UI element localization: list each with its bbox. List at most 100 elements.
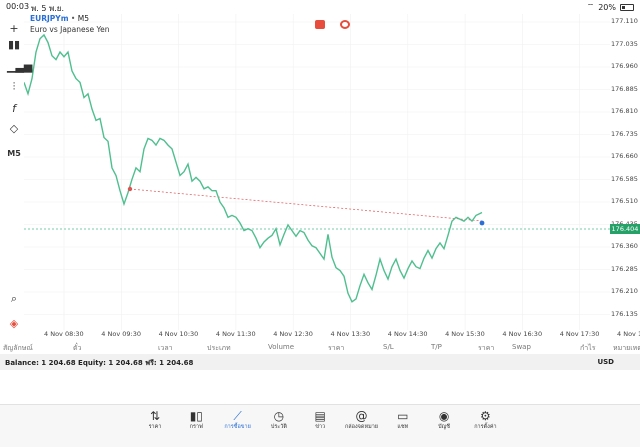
battery-icon [620, 3, 634, 11]
time-tick-label: 4 Nov 11:30 [215, 330, 256, 338]
status-right: ⌔ 20% [587, 2, 634, 12]
price-tick-label: 177.035 [611, 39, 638, 48]
candles-icon[interactable]: ▮▮ [7, 38, 21, 51]
table-column-header[interactable]: Volume [268, 343, 295, 351]
time-tick-label: 4 Nov 15:30 [445, 330, 485, 338]
trendline-end-point[interactable] [479, 220, 485, 226]
function-icon[interactable]: f [12, 102, 16, 115]
table-column-header[interactable]: ตั๋ว [73, 344, 82, 352]
table-column-header[interactable]: T/P [431, 343, 442, 351]
price-tick-label: 176.435 [611, 220, 638, 228]
bottom-navigation: ⇅ ราคา ▮▯ กราฟ ⟋ การซื้อขาย ◷ ประวัติ ▤ ข่าว @ กล่อ… [0, 404, 640, 447]
status-bar: 00:03 พ. 5 พ.ย. ⌔ 20% [0, 0, 640, 14]
trendline-start-point[interactable] [127, 186, 133, 192]
nav-accounts[interactable]: ◉ บัญชี [426, 409, 462, 431]
table-column-header[interactable]: S/L [383, 343, 394, 351]
nav-quotes[interactable]: ⇅ ราคา [137, 409, 173, 431]
price-chart[interactable] [24, 14, 610, 330]
status-time: 00:03 [6, 2, 30, 11]
table-column-header[interactable]: กำไร [580, 344, 596, 352]
time-tick-label: 4 Nov 12:30 [273, 330, 313, 338]
time-tick-label: 4 Nov 18:30 [617, 330, 640, 338]
time-tick-label: 4 Nov 14:30 [387, 330, 428, 338]
price-tick-label: 176.885 [611, 84, 638, 93]
account-currency: USD [597, 358, 614, 366]
trade-icon: ⟋ [233, 409, 242, 423]
symbol-name: EURJPYm [30, 14, 69, 23]
price-tick-label: 176.585 [611, 174, 638, 183]
mailbox-icon: @ [355, 409, 368, 423]
price-tick-label: 176.135 [611, 309, 638, 318]
indicators-icon[interactable]: ▁▃▅ [7, 60, 33, 73]
battery-percent: 20% [598, 2, 616, 12]
wifi-icon: ⌔ [586, 2, 595, 11]
price-tick-label: 176.810 [611, 107, 638, 115]
table-column-header[interactable]: สัญลักษณ์ [3, 344, 33, 352]
chart-grid [24, 14, 610, 330]
symbol-description: Euro vs Japanese Yen [30, 25, 110, 34]
table-column-header[interactable]: เวลา [158, 344, 173, 352]
settings-icon: ⚙ [480, 409, 491, 423]
chat-icon: ▭ [397, 409, 409, 423]
table-column-header[interactable]: Swap [512, 343, 531, 351]
nav-label: ข่าว [315, 424, 326, 430]
nav-history[interactable]: ◷ ประวัติ [261, 409, 297, 431]
signal-icon[interactable] [340, 20, 350, 29]
time-tick-label: 4 Nov 17:30 [559, 330, 600, 338]
nav-label: กล่องจดหมาย [344, 424, 379, 430]
nav-label: ประวัติ [270, 424, 287, 430]
current-price-label: 176.404 [610, 224, 640, 234]
account-summary-bar: Balance: 1 204.68 Equity: 1 204.68 ฟรี: … [0, 354, 640, 370]
zoom-icon[interactable]: ⌕ [10, 292, 18, 305]
price-tick-label: 176.210 [611, 287, 638, 295]
nav-trade[interactable]: ⟋ การซื้อขาย [220, 409, 256, 431]
nav-label: การซื้อขาย [224, 424, 251, 430]
price-tick-label: 177.110 [611, 17, 638, 25]
one-click-trading-icon[interactable] [315, 20, 325, 29]
price-tick-label: 176.285 [611, 264, 638, 273]
status-date: พ. 5 พ.ย. [31, 4, 65, 13]
nav-news[interactable]: ▤ ข่าว [302, 409, 338, 431]
news-icon: ▤ [314, 409, 326, 423]
quotes-icon: ⇅ [149, 409, 161, 423]
adjust-icon[interactable]: ⫶ [12, 80, 16, 93]
trade-table-header: สัญลักษณ์ ตั๋ว เวลา ประเภท Volume ราคา S/L T/P ร… [0, 341, 640, 353]
history-icon: ◷ [273, 409, 285, 423]
crosshair-icon[interactable]: + [9, 22, 19, 35]
price-tick-label: 176.510 [611, 197, 638, 205]
timeframe-button[interactable]: M5 [7, 149, 21, 158]
time-axis: 4 Nov 08:30 4 Nov 09:30 4 Nov 10:30 4 Nov 1… [24, 330, 640, 340]
time-tick-label: 4 Nov 09:30 [101, 330, 141, 338]
nav-label: การตั้งค่า [474, 424, 497, 430]
price-tick-label: 176.660 [611, 152, 638, 160]
nav-label: แชท [397, 424, 409, 430]
price-axis: 177.110 177.035 176.960 176.885 176.810 176.7… [611, 14, 640, 330]
charts-icon: ▮▯ [189, 409, 203, 423]
accounts-icon: ◉ [438, 409, 450, 423]
price-tick-label: 176.960 [611, 62, 638, 70]
table-column-header[interactable]: ราคา [478, 344, 495, 352]
balance-summary: Balance: 1 204.68 Equity: 1 204.68 ฟรี: … [5, 359, 194, 367]
price-line [24, 33, 483, 303]
mt5-logo-icon[interactable]: ◈ [9, 317, 19, 330]
table-column-header[interactable]: ราคา [328, 344, 345, 352]
symbol-timeframe: M5 [77, 14, 89, 23]
chart-symbol-label: EURJPYm • M5 Euro vs Japanese Yen [30, 14, 110, 34]
nav-settings[interactable]: ⚙ การตั้งค่า [467, 409, 503, 431]
price-tick-label: 176.735 [611, 129, 638, 138]
trendline [129, 188, 483, 222]
time-tick-label: 4 Nov 08:30 [44, 330, 84, 338]
nav-label: บัญชี [438, 424, 451, 430]
table-column-header[interactable]: หมายเหตุ [613, 344, 640, 352]
time-tick-label: 4 Nov 16:30 [502, 330, 543, 338]
nav-label: กราฟ [189, 424, 203, 430]
nav-mailbox[interactable]: @ กล่องจดหมาย [344, 409, 380, 431]
time-tick-label: 4 Nov 13:30 [330, 330, 371, 338]
table-column-header[interactable]: ประเภท [207, 344, 231, 352]
time-tick-label: 4 Nov 10:30 [158, 330, 199, 338]
nav-charts[interactable]: ▮▯ กราฟ [178, 409, 214, 431]
objects-icon[interactable]: ◇ [9, 122, 19, 135]
nav-chat[interactable]: ▭ แชท [385, 409, 421, 431]
price-tick-label: 176.360 [611, 242, 638, 250]
nav-label: ราคา [148, 424, 162, 430]
